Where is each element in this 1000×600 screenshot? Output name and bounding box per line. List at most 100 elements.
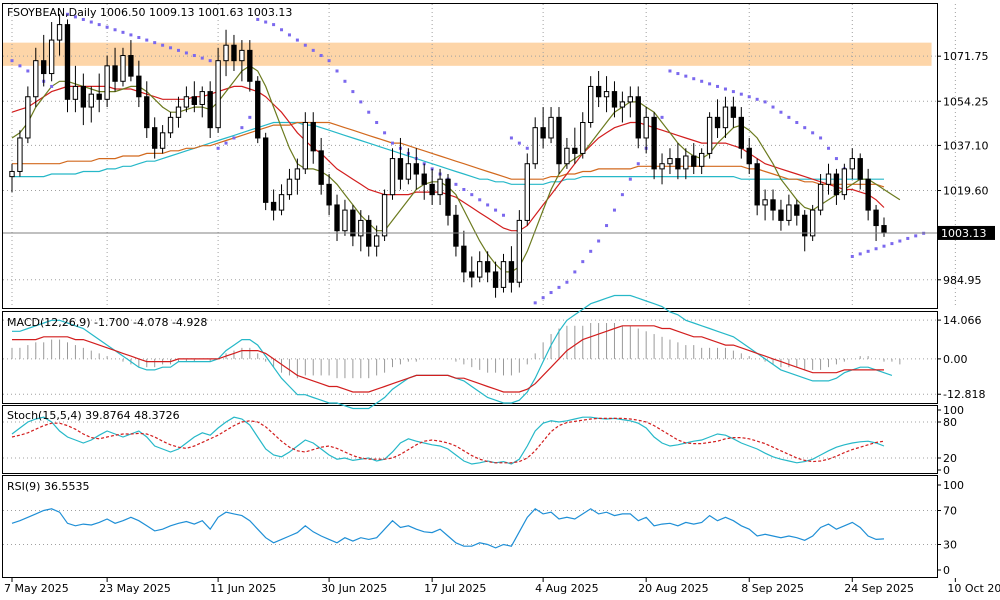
candle-body [508,261,515,283]
sar-dot [327,59,331,63]
macd-panel-frame [2,311,938,404]
sar-dot [65,12,69,16]
stoch-panel [3,416,937,465]
candle-body [492,271,499,288]
candle-body [802,214,808,237]
date-tick-label: 4 Aug 2025 [535,582,598,595]
sar-dot [224,141,228,145]
sar-dot [145,38,149,42]
candle-body [136,75,142,98]
candle-body [17,137,23,172]
date-tick-label: 11 Jun 2025 [210,582,276,595]
sar-dot [216,146,220,150]
sar-dot [176,48,180,52]
sar-dot [819,136,823,140]
candle-body [683,155,689,170]
axes: 984.95 1019.60 1037.10 1054.25 1071.75 1003.1… [4,50,1000,595]
sar-dot [708,82,712,86]
sar-dot [755,97,759,101]
candle-body [437,178,443,196]
candle-body [770,199,776,211]
candle-body [167,116,174,134]
sar-dot [192,54,196,58]
candle-body [144,96,150,129]
candle-body [56,24,63,41]
candle-body [461,245,467,273]
candle-body [286,178,293,196]
sar-dot [169,46,173,50]
sar-dot [628,177,632,181]
sar-dot [700,79,704,83]
stoch-d-line [11,417,885,464]
candle-body [445,178,451,216]
candle-body [199,91,205,105]
price-tick-label: 1071.75 [943,50,989,63]
candle-body [659,163,665,170]
sar-dot [771,105,775,109]
candle-body [80,85,87,108]
candle-body [651,116,657,170]
candle-body [381,194,388,237]
sar-dot [612,208,616,212]
rsi-tick-label: 30 [943,539,957,552]
candle-body [318,150,324,185]
candle-body [421,173,427,185]
sar-dot [501,213,505,217]
sar-dot [549,291,553,295]
sar-dot [795,121,799,125]
stoch-tick-label: 100 [943,404,964,417]
date-tick-label: 30 Jun 2025 [321,582,387,595]
sar-dot [367,110,371,114]
candle-body [48,39,55,75]
sar-dot [208,59,212,63]
sma-slow-cyan-line [12,121,884,185]
candle-body [556,116,562,165]
candle-body [706,116,713,154]
candle-body [849,158,855,170]
candle-body [667,158,673,165]
macd-tick-label: 14.066 [943,314,982,327]
price-tick-label: 1019.60 [943,185,989,198]
candle-body [809,209,816,237]
candle-body [532,127,538,165]
price-tick-label: 1037.10 [943,139,989,152]
stoch-k-line [11,416,885,465]
candle-body [627,96,634,103]
sar-dot [874,247,878,251]
candle-body [548,116,554,139]
date-tick-label: 7 May 2025 [4,582,69,595]
rsi-tick-label: 0 [943,564,950,577]
candle-body [215,60,221,129]
date-tick-label: 20 Aug 2025 [638,582,708,595]
candle-body [302,122,308,170]
candle-body [9,170,15,178]
sar-dot [605,224,609,228]
sar-dot [295,38,299,42]
candle-body [722,106,729,129]
rsi-tick-label: 100 [943,479,964,492]
sar-dot [589,249,593,253]
candle-body [120,55,126,82]
sar-dot [850,254,854,258]
sar-dot [383,131,387,135]
sma-slow-orange-line [12,121,885,188]
candle-body [262,137,269,203]
candle-body [603,91,610,98]
stoch-panel-frame [2,405,938,474]
sar-dot [256,17,260,21]
sar-dot [287,33,291,37]
candle-body [429,183,435,196]
candle-body [786,204,792,221]
rsi-panel-frame [2,475,938,578]
sar-dot [890,242,894,246]
sar-dot [747,95,751,99]
sar-dot [811,131,815,135]
candle-body [500,261,507,288]
candle-body [310,122,316,152]
candle-body [72,85,79,100]
sar-dot [692,77,696,81]
candle-body [691,155,697,167]
current-price-tag [937,225,995,240]
candle-body [865,178,871,211]
candle-body [152,127,158,149]
